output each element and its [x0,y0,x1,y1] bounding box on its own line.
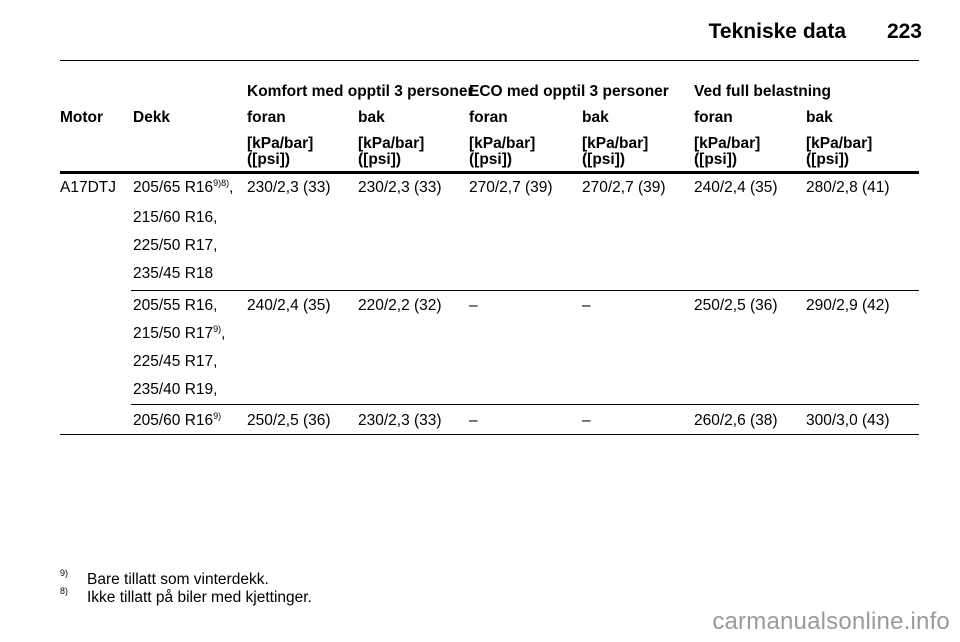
col-header-komfort-foran: foran [247,109,286,126]
pressure-cell: 230/2,3 (33) [358,179,442,196]
footnote-text: Ikke tillatt på biler med kjettinger. [87,589,312,606]
tyre-cell: 215/60 R16, [133,209,218,226]
pressure-cell: 300/3,0 (43) [806,412,890,429]
col-header-full-bak: bak [806,109,833,126]
group-header-full-load: Ved full belastning [694,83,831,100]
group-header-komfort: Komfort med opptil 3 personer [247,83,474,100]
tyre-cell: 215/50 R179), [133,324,226,342]
tyre-cell: 225/45 R17, [133,353,218,370]
col-header-dekk: Dekk [133,109,171,126]
pressure-cell: – [469,297,478,314]
footnote-ref: 9) [213,324,222,334]
unit-header: [kPa/bar] ([psi]) [247,136,313,168]
row-divider [131,404,919,405]
unit-line-1: [kPa/bar] [469,135,536,152]
pressure-cell: 250/2,5 (36) [694,297,778,314]
pressure-cell: – [469,412,478,429]
top-rule [60,60,919,61]
col-header-eco-foran: foran [469,109,508,126]
pressure-cell: 230/2,3 (33) [358,412,442,429]
page-number: 223 [886,20,922,43]
unit-line-2: ([psi]) [694,151,738,168]
unit-header: [kPa/bar] ([psi]) [806,136,872,168]
tyre-cell: 205/65 R169)8), [133,178,234,196]
pressure-cell: 230/2,3 (33) [247,179,331,196]
unit-line-1: [kPa/bar] [247,135,314,152]
tyre-cell: 235/45 R18 [133,265,214,282]
col-header-eco-bak: bak [582,109,609,126]
pressure-cell: 290/2,9 (42) [806,297,890,314]
unit-header: [kPa/bar] ([psi]) [582,136,648,168]
header-rule [60,171,919,174]
pressure-cell: – [582,412,591,429]
footnote-text: Bare tillatt som vinterdekk. [87,571,269,588]
page-title: Tekniske data [708,20,846,43]
unit-line-2: ([psi]) [582,151,626,168]
footnote-mark: 8) [60,586,69,596]
col-header-komfort-bak: bak [358,109,385,126]
motor-cell: A17DTJ [60,179,116,196]
pressure-cell: 220/2,2 (32) [358,297,442,314]
footnote-ref: 9) [213,411,222,421]
tyre-cell: 205/55 R16, [133,297,218,314]
pressure-cell: 240/2,4 (35) [694,179,778,196]
unit-line-1: [kPa/bar] [806,135,873,152]
pressure-cell: 270/2,7 (39) [582,179,666,196]
pressure-cell: 250/2,5 (36) [247,412,331,429]
unit-header: [kPa/bar] ([psi]) [469,136,535,168]
tyre-cell: 225/50 R17, [133,237,218,254]
pressure-cell: 280/2,8 (41) [806,179,890,196]
unit-line-1: [kPa/bar] [358,135,425,152]
watermark: carmanualsonline.info [712,608,950,635]
col-header-motor: Motor [60,109,104,126]
footnote-ref: 9)8) [213,178,230,188]
tyre-cell: 205/60 R169) [133,411,222,429]
col-header-full-foran: foran [694,109,733,126]
unit-header: [kPa/bar] ([psi]) [694,136,760,168]
pressure-cell: 260/2,6 (38) [694,412,778,429]
unit-line-1: [kPa/bar] [694,135,761,152]
pressure-cell: 240/2,4 (35) [247,297,331,314]
unit-line-2: ([psi]) [469,151,513,168]
unit-line-2: ([psi]) [358,151,402,168]
footnote-mark: 9) [60,568,69,578]
row-divider [131,290,919,291]
group-header-eco: ECO med opptil 3 personer [469,83,669,100]
unit-line-2: ([psi]) [247,151,291,168]
pressure-cell: 270/2,7 (39) [469,179,553,196]
tyre-cell: 235/40 R19, [133,381,218,398]
unit-line-2: ([psi]) [806,151,850,168]
unit-line-1: [kPa/bar] [582,135,649,152]
unit-header: [kPa/bar] ([psi]) [358,136,424,168]
pressure-cell: – [582,297,591,314]
bottom-rule [60,434,919,435]
